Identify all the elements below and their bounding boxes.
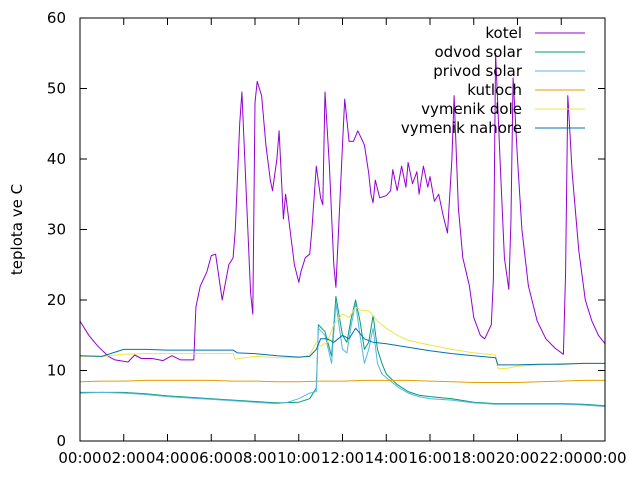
y-tick-label: 10 [47, 362, 66, 380]
plot-lines [79, 52, 606, 407]
x-tick-label: 06:00 [190, 449, 233, 467]
series-line-1 [80, 296, 606, 407]
x-tick-label: 10:00 [277, 449, 320, 467]
x-tick-label: 18:00 [452, 449, 495, 467]
legend-label: odvod solar [434, 43, 522, 61]
x-tick-label: 16:00 [408, 449, 451, 467]
legend-label: kotel [485, 24, 522, 42]
y-axis: 0 10 20 30 40 50 60 [47, 9, 605, 450]
plot-frame [79, 17, 606, 442]
x-tick-label: 02:00 [102, 449, 145, 467]
legend-label: privod solar [433, 62, 523, 80]
x-tick-label: 00:00 [583, 449, 626, 467]
x-tick-label: 08:00 [233, 449, 276, 467]
y-tick-label: 0 [56, 432, 66, 450]
series-line-3 [79, 379, 605, 383]
x-axis: 00:00 02:00 04:00 06:00 08:00 10:00 12:00 14:00… [58, 18, 627, 467]
legend-label: kutloch [467, 81, 522, 99]
series-line-4 [80, 306, 605, 369]
y-tick-label: 50 [47, 80, 66, 98]
x-tick-label: 20:00 [496, 449, 539, 467]
legend-label: vymenik nahore [401, 119, 522, 137]
x-tick-label: 12:00 [321, 449, 364, 467]
y-tick-label: 60 [47, 9, 66, 27]
x-tick-label: 00:00 [58, 449, 101, 467]
y-tick-label: 30 [47, 221, 66, 239]
y-axis-label: teplota ve C [8, 184, 26, 275]
y-tick-label: 40 [47, 150, 66, 168]
series-line-0 [79, 52, 606, 363]
legend-label: vymenik dole [421, 100, 522, 118]
x-tick-label: 04:00 [146, 449, 189, 467]
x-tick-label: 22:00 [540, 449, 583, 467]
series-line-2 [79, 303, 606, 407]
x-tick-label: 14:00 [365, 449, 408, 467]
y-tick-label: 20 [47, 291, 66, 309]
series-line-5 [79, 327, 605, 366]
